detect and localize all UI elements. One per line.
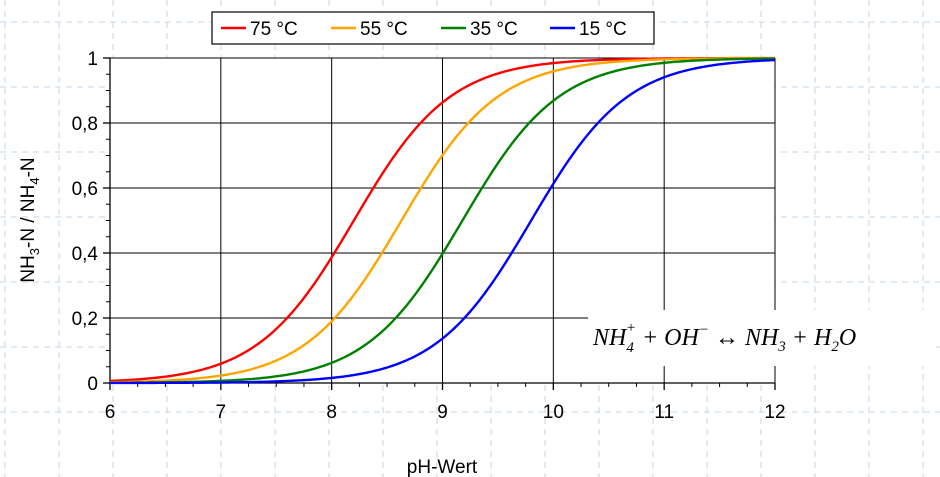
x-tick-label: 11 [654, 402, 674, 423]
y-tick-label: 1 [87, 49, 98, 70]
axes [103, 57, 776, 390]
y-tick-label: 0 [87, 374, 98, 395]
x-tick-label: 12 [764, 402, 785, 423]
legend-frame [211, 11, 655, 45]
legend-label: 55 °C [360, 19, 408, 40]
y-tick-label: 0,4 [72, 244, 99, 265]
x-tick-label: 10 [543, 402, 564, 423]
legend: 75 °C 55 °C 35 °C 15 °C [211, 11, 655, 45]
series-line-55C [109, 56, 776, 384]
x-axis-title: pH-Wert [407, 457, 478, 477]
legend-label: 35 °C [470, 19, 518, 40]
tick-labels: 6 7 8 9 10 11 12 0 0,2 0,4 0,6 0,8 1 [72, 49, 786, 423]
series-line-35C [109, 57, 776, 384]
y-tick-label: 0,8 [72, 114, 98, 135]
x-tick-label: 6 [105, 402, 116, 423]
svg-text:NH4+ + OH− ↔ NH3 + H2O: NH4+ + OH− ↔ NH3 + H2O [592, 320, 856, 356]
equation-background [588, 310, 936, 366]
y-axis-title: NH3-N / NH4-N [18, 157, 42, 282]
legend-label: 15 °C [579, 19, 627, 40]
x-tick-label: 8 [326, 402, 337, 423]
equation-annotation: NH4+ + OH− ↔ NH3 + H2O [588, 310, 936, 366]
eq-term-nh4: NH [592, 325, 628, 351]
legend-label: 75 °C [250, 19, 298, 40]
x-tick-label: 9 [437, 402, 448, 423]
y-tick-label: 0,2 [72, 309, 98, 330]
series-lines [109, 56, 776, 385]
x-tick-label: 7 [216, 402, 227, 423]
series-line-15C [110, 58, 776, 385]
y-tick-label: 0,6 [72, 179, 98, 200]
